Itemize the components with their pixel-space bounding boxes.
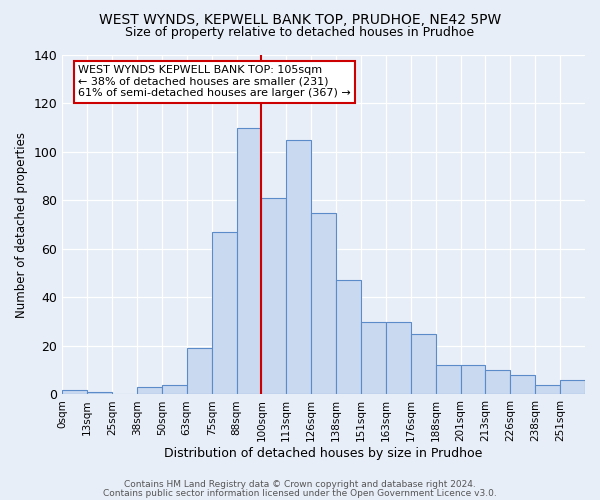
- Bar: [212, 232, 236, 394]
- Bar: [262, 198, 286, 394]
- Text: WEST WYNDS, KEPWELL BANK TOP, PRUDHOE, NE42 5PW: WEST WYNDS, KEPWELL BANK TOP, PRUDHOE, N…: [99, 12, 501, 26]
- X-axis label: Distribution of detached houses by size in Prudhoe: Distribution of detached houses by size …: [164, 447, 483, 460]
- Text: Contains HM Land Registry data © Crown copyright and database right 2024.: Contains HM Land Registry data © Crown c…: [124, 480, 476, 489]
- Bar: [137, 387, 162, 394]
- Bar: [311, 212, 336, 394]
- Bar: [485, 370, 511, 394]
- Bar: [411, 334, 436, 394]
- Bar: [336, 280, 361, 394]
- Bar: [386, 322, 411, 394]
- Bar: [286, 140, 311, 394]
- Bar: [511, 375, 535, 394]
- Bar: [87, 392, 112, 394]
- Text: Size of property relative to detached houses in Prudhoe: Size of property relative to detached ho…: [125, 26, 475, 39]
- Y-axis label: Number of detached properties: Number of detached properties: [15, 132, 28, 318]
- Bar: [436, 366, 461, 394]
- Text: WEST WYNDS KEPWELL BANK TOP: 105sqm
← 38% of detached houses are smaller (231)
6: WEST WYNDS KEPWELL BANK TOP: 105sqm ← 38…: [78, 65, 351, 98]
- Bar: [162, 385, 187, 394]
- Text: Contains public sector information licensed under the Open Government Licence v3: Contains public sector information licen…: [103, 490, 497, 498]
- Bar: [187, 348, 212, 395]
- Bar: [535, 385, 560, 394]
- Bar: [236, 128, 262, 394]
- Bar: [461, 366, 485, 394]
- Bar: [560, 380, 585, 394]
- Bar: [361, 322, 386, 394]
- Bar: [62, 390, 87, 394]
